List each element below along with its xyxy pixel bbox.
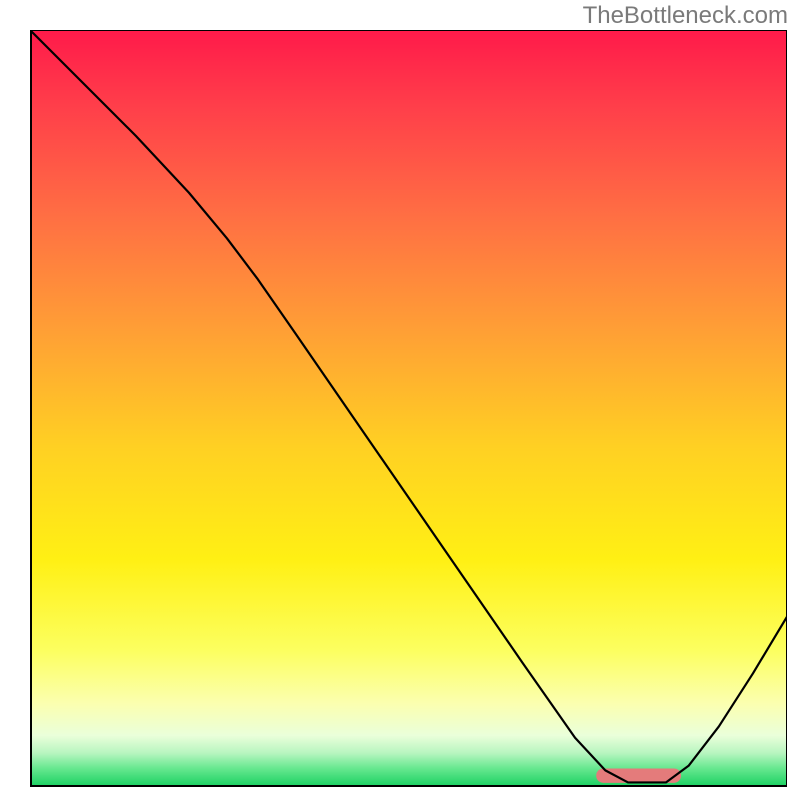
watermark-text: TheBottleneck.com [583, 2, 788, 30]
plot-container [30, 30, 787, 787]
chart-svg [30, 30, 787, 787]
